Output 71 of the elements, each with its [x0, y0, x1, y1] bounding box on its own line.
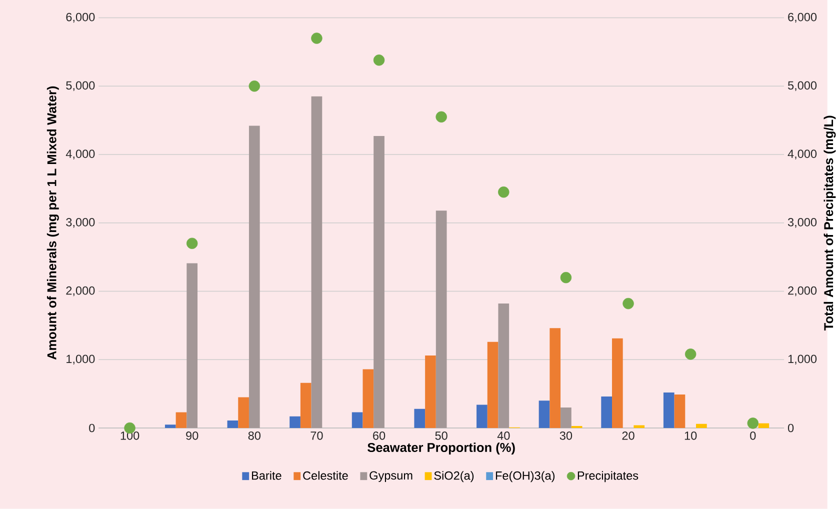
legend-label: Barite — [252, 471, 282, 480]
y-tick-label: 4,000 — [66, 150, 95, 160]
x-tick-label: 60 — [373, 432, 386, 440]
bar — [425, 356, 436, 428]
bar — [300, 382, 312, 428]
y2-tick-label: 1,000 — [788, 354, 817, 365]
bar — [487, 342, 498, 428]
x-tick-label: 10 — [684, 432, 697, 440]
bar — [601, 396, 612, 428]
point — [684, 348, 696, 360]
x-tick-label: 30 — [560, 432, 572, 440]
y-axis-title: Amount of Minerals (mg per 1 L Mixed Water) — [46, 86, 59, 360]
legend-label: Fe(OH)3(a) — [496, 471, 555, 482]
bar — [498, 304, 510, 428]
bar — [538, 400, 550, 428]
legend-label: Precipitates — [578, 471, 638, 482]
y2-tick-label: 0 — [788, 424, 794, 432]
y-tick-label: 3,000 — [66, 218, 95, 228]
point — [498, 186, 510, 198]
x-tick-label: 80 — [248, 432, 260, 440]
bar — [476, 404, 488, 428]
x-axis-title: Seawater Proportion (%) — [368, 442, 515, 455]
y-tick-label: 0 — [89, 424, 95, 432]
y2-tick-label: 5,000 — [788, 81, 817, 92]
point — [622, 298, 634, 310]
bar — [663, 392, 674, 428]
y2-tick-label: 2,000 — [788, 286, 817, 296]
bar — [414, 408, 426, 428]
bar — [248, 126, 260, 428]
bar — [290, 416, 300, 428]
bar — [436, 210, 447, 428]
bar — [634, 425, 645, 428]
y2-tick-label: 4,000 — [788, 150, 817, 160]
bar — [612, 338, 623, 428]
point — [248, 80, 260, 92]
bar — [696, 424, 707, 428]
y2-axis-title: Total Amount of Precipitates (mg/L) — [824, 116, 836, 331]
point — [311, 32, 322, 44]
bar — [758, 423, 770, 428]
legend-label: Celestite — [303, 471, 348, 480]
point — [436, 111, 447, 123]
y-tick-label: 6,000 — [66, 12, 95, 23]
y-tick-label: 5,000 — [66, 81, 95, 92]
y2-tick-label: 6,000 — [788, 12, 817, 23]
bar — [186, 263, 198, 428]
bar — [560, 408, 572, 428]
x-tick-label: 0 — [750, 432, 756, 440]
x-tick-label: 50 — [435, 432, 448, 440]
point — [186, 238, 198, 250]
legend-label: Gypsum — [370, 471, 412, 482]
bar — [311, 96, 322, 428]
bar — [164, 424, 176, 428]
y-tick-label: 2,000 — [66, 286, 95, 296]
bar — [227, 420, 238, 428]
bar — [374, 136, 384, 428]
y-tick-label: 1,000 — [66, 354, 95, 365]
bar — [362, 369, 374, 428]
legend-label: SiO2(a) — [434, 471, 474, 482]
y2-tick-label: 3,000 — [788, 218, 817, 228]
bar — [238, 397, 249, 428]
x-tick-label: 70 — [310, 432, 323, 440]
bar — [176, 412, 187, 428]
bar — [674, 394, 686, 428]
point — [373, 54, 385, 66]
bar — [352, 412, 363, 428]
point — [560, 272, 572, 284]
x-tick-label: 90 — [186, 432, 198, 440]
x-tick-label: 20 — [622, 432, 634, 440]
point — [747, 418, 759, 429]
x-tick-label: 40 — [497, 432, 510, 440]
bar — [550, 328, 561, 428]
